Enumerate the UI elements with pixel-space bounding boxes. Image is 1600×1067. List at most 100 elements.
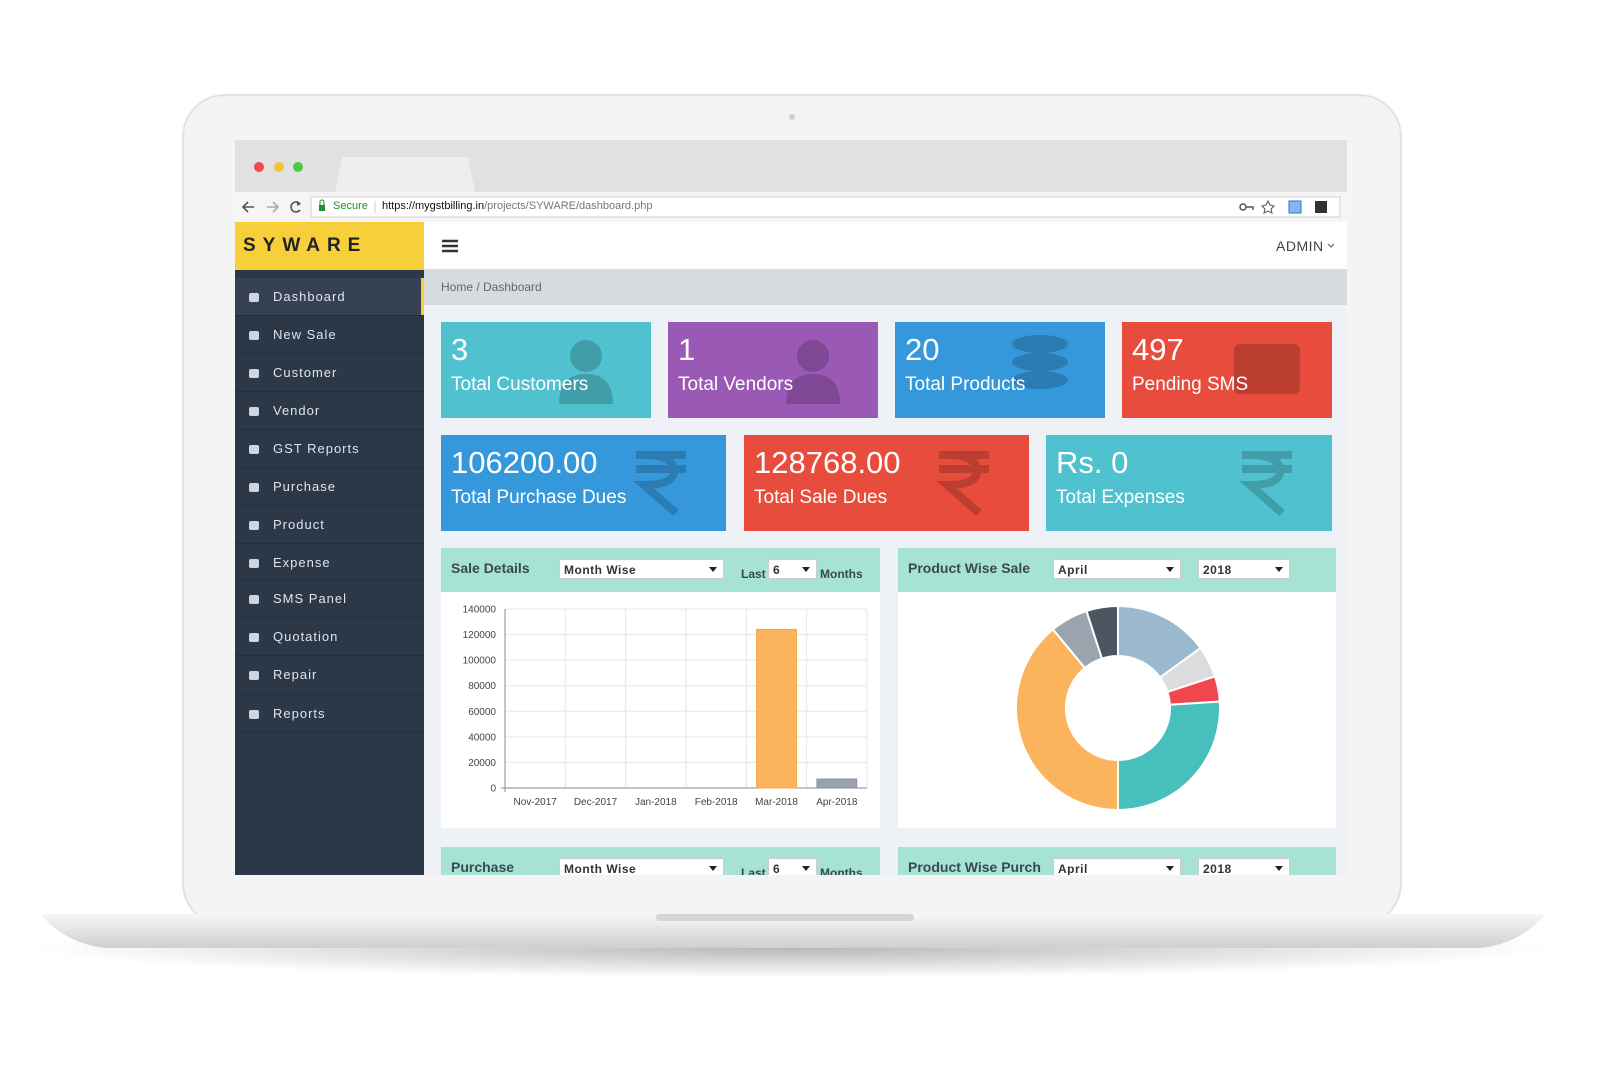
user-menu[interactable]: ADMIN (1276, 238, 1324, 254)
x-tick-label: Dec-2017 (574, 797, 618, 808)
nav-item[interactable]: Product (235, 506, 424, 544)
stat-card[interactable]: 497 Pending SMS (1122, 322, 1332, 418)
unit-label: Months (820, 567, 863, 581)
address-bar[interactable]: https://mygstbilling.in/projects/SYWARE/… (382, 200, 652, 212)
period-select[interactable]: Month Wise (559, 559, 724, 579)
year-select[interactable]: 2018 (1198, 858, 1290, 875)
nav-icon (249, 331, 259, 340)
icon-shape (249, 671, 259, 680)
card-watermark (936, 451, 989, 517)
y-tick-label: 120000 (463, 630, 497, 641)
brand[interactable]: SYWARE (243, 235, 368, 256)
last-label: Last (741, 567, 766, 581)
stat-card[interactable]: Rs. 0 Total Expenses (1046, 435, 1332, 531)
stat-card[interactable]: 106200.00 Total Purchase Dues (441, 435, 726, 531)
year-select[interactable]: 2018 (1198, 559, 1290, 579)
bar (756, 628, 797, 789)
icon-shape (249, 369, 259, 378)
x-tick-label: Feb-2018 (695, 797, 738, 808)
nav-icon (249, 633, 259, 642)
card-label: Total Purchase Dues (451, 487, 627, 508)
icon-shape (936, 451, 989, 517)
y-tick-label: 60000 (468, 707, 496, 718)
y-tick-label: 100000 (463, 656, 497, 667)
panel-header: Product Wise Sale April 2018 (898, 548, 1336, 592)
icon-shape (249, 445, 259, 454)
card-value: 20 (905, 332, 940, 367)
card-label: Total Expenses (1056, 487, 1185, 508)
nav-item[interactable]: SMS Panel (235, 580, 424, 618)
count-select[interactable]: 6 (768, 858, 817, 875)
stat-card[interactable]: 20 Total Products (895, 322, 1105, 418)
bar (816, 778, 858, 789)
nav-icon (249, 595, 259, 604)
icon-shape (570, 340, 602, 372)
doughnut-segment (1085, 604, 1119, 660)
nav-item[interactable]: Vendor (235, 392, 424, 430)
x-tick-label: Apr-2018 (816, 797, 858, 808)
card-watermark (786, 340, 840, 404)
nav-icon (249, 671, 259, 680)
card-watermark (633, 451, 686, 517)
nav-item[interactable]: New Sale (235, 316, 424, 354)
panel-title: Product Wise Purch (908, 859, 1041, 875)
icon-shape (1234, 344, 1300, 394)
nav-icon (249, 293, 259, 302)
panel-title: Purchase (451, 859, 515, 875)
icon-shape (249, 559, 259, 568)
doughnut-segment (1117, 700, 1221, 812)
nav-item[interactable]: Repair (235, 656, 424, 695)
icon-shape (786, 374, 840, 404)
stat-card[interactable]: 128768.00 Total Sale Dues (744, 435, 1029, 531)
icon-shape (249, 710, 259, 719)
nav-icon (249, 559, 259, 568)
icon-shape (249, 331, 259, 340)
month-select[interactable]: April (1053, 559, 1181, 579)
icon-shape (249, 521, 259, 530)
card-value: 497 (1132, 332, 1184, 367)
icon-shape (249, 633, 259, 642)
card-watermark (1012, 335, 1068, 389)
panel: Sale Details Month Wise Last 6 Months 0 20000 4… (441, 548, 880, 828)
icon-shape (1239, 451, 1292, 517)
nav-item[interactable]: Expense (235, 544, 424, 580)
month-select[interactable]: April (1053, 858, 1181, 875)
url-host: https://mygstbilling.in (382, 200, 485, 212)
nav-icon (249, 521, 259, 530)
count-select[interactable]: 6 (768, 559, 817, 579)
nav-item[interactable]: Reports (235, 695, 424, 733)
breadcrumb[interactable]: Home / Dashboard (441, 280, 542, 294)
nav-item[interactable]: Customer (235, 354, 424, 392)
card-label: Total Sale Dues (754, 487, 888, 508)
chart (1015, 604, 1221, 812)
panel: Purchase Month Wise Last 6 Months (441, 847, 880, 875)
card-watermark (1239, 451, 1292, 517)
period-select[interactable]: Month Wise (559, 858, 724, 875)
x-tick-label: Jan-2018 (635, 797, 677, 808)
nav-item[interactable]: Purchase (235, 468, 424, 506)
stat-card[interactable]: 1 Total Vendors (668, 322, 878, 418)
icon-shape (249, 407, 259, 416)
icon-shape (1012, 371, 1068, 389)
nav-item[interactable]: GST Reports (235, 430, 424, 468)
card-value: 106200.00 (451, 445, 598, 480)
icon-shape (249, 293, 259, 302)
stat-card[interactable]: 3 Total Customers (441, 322, 651, 418)
card-value: 3 (451, 332, 469, 367)
icon-shape (249, 595, 259, 604)
nav-item[interactable]: Quotation (235, 618, 424, 656)
icon-shape (1012, 353, 1068, 371)
x-tick-label: Mar-2018 (755, 797, 798, 808)
y-tick-label: 40000 (468, 732, 496, 743)
card-label: Total Vendors (678, 374, 794, 395)
nav-item[interactable]: Dashboard (235, 278, 424, 316)
icon-shape (559, 374, 613, 404)
icon-shape (1012, 335, 1068, 353)
icon-shape (249, 483, 259, 492)
nav-icon (249, 710, 259, 719)
card-label: Total Customers (451, 374, 589, 395)
nav-icon (249, 369, 259, 378)
y-tick-label: 80000 (468, 681, 496, 692)
panel-title: Sale Details (451, 560, 530, 576)
icon-shape (633, 451, 686, 517)
